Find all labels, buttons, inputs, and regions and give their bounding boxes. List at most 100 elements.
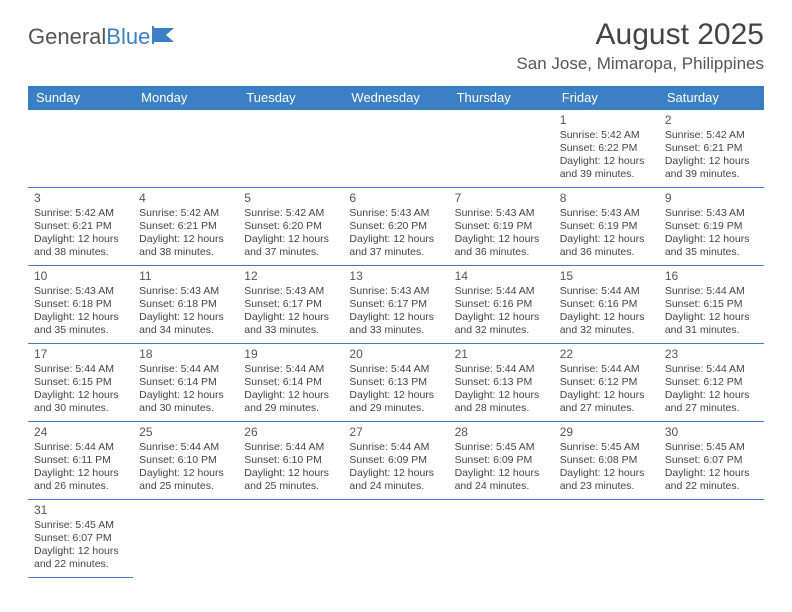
sunrise-text: Sunrise: 5:45 AM — [34, 519, 127, 532]
calendar-cell: 6Sunrise: 5:43 AMSunset: 6:20 PMDaylight… — [343, 188, 448, 266]
sunrise-text: Sunrise: 5:42 AM — [665, 129, 758, 142]
sunset-text: Sunset: 6:13 PM — [349, 376, 442, 389]
calendar-cell: 4Sunrise: 5:42 AMSunset: 6:21 PMDaylight… — [133, 188, 238, 266]
calendar-cell: 5Sunrise: 5:42 AMSunset: 6:20 PMDaylight… — [238, 188, 343, 266]
day-number: 18 — [139, 347, 232, 362]
sunrise-text: Sunrise: 5:44 AM — [560, 363, 653, 376]
calendar-cell: 15Sunrise: 5:44 AMSunset: 6:16 PMDayligh… — [554, 266, 659, 344]
sunrise-text: Sunrise: 5:45 AM — [455, 441, 548, 454]
sunrise-text: Sunrise: 5:44 AM — [244, 363, 337, 376]
sunset-text: Sunset: 6:10 PM — [139, 454, 232, 467]
daylight-text: Daylight: 12 hours and 37 minutes. — [244, 233, 337, 259]
day-number: 6 — [349, 191, 442, 206]
calendar-cell: 12Sunrise: 5:43 AMSunset: 6:17 PMDayligh… — [238, 266, 343, 344]
day-number: 16 — [665, 269, 758, 284]
sunset-text: Sunset: 6:20 PM — [349, 220, 442, 233]
day-number: 15 — [560, 269, 653, 284]
month-title: August 2025 — [516, 18, 764, 52]
calendar-cell: 10Sunrise: 5:43 AMSunset: 6:18 PMDayligh… — [28, 266, 133, 344]
sunset-text: Sunset: 6:14 PM — [244, 376, 337, 389]
day-number: 12 — [244, 269, 337, 284]
calendar-cell: 18Sunrise: 5:44 AMSunset: 6:14 PMDayligh… — [133, 344, 238, 422]
day-number: 14 — [455, 269, 548, 284]
sunset-text: Sunset: 6:11 PM — [34, 454, 127, 467]
sunrise-text: Sunrise: 5:43 AM — [244, 285, 337, 298]
calendar-cell: 3Sunrise: 5:42 AMSunset: 6:21 PMDaylight… — [28, 188, 133, 266]
daylight-text: Daylight: 12 hours and 27 minutes. — [665, 389, 758, 415]
sunset-text: Sunset: 6:09 PM — [455, 454, 548, 467]
calendar-cell: 26Sunrise: 5:44 AMSunset: 6:10 PMDayligh… — [238, 422, 343, 500]
sunrise-text: Sunrise: 5:43 AM — [455, 207, 548, 220]
day-number: 13 — [349, 269, 442, 284]
flag-icon — [152, 24, 176, 50]
calendar-cell: 25Sunrise: 5:44 AMSunset: 6:10 PMDayligh… — [133, 422, 238, 500]
sunset-text: Sunset: 6:21 PM — [665, 142, 758, 155]
calendar-cell — [343, 500, 448, 578]
daylight-text: Daylight: 12 hours and 29 minutes. — [349, 389, 442, 415]
calendar-cell: 30Sunrise: 5:45 AMSunset: 6:07 PMDayligh… — [659, 422, 764, 500]
calendar-cell — [343, 110, 448, 188]
day-number: 23 — [665, 347, 758, 362]
daylight-text: Daylight: 12 hours and 27 minutes. — [560, 389, 653, 415]
calendar-row: 17Sunrise: 5:44 AMSunset: 6:15 PMDayligh… — [28, 344, 764, 422]
daylight-text: Daylight: 12 hours and 25 minutes. — [244, 467, 337, 493]
day-number: 27 — [349, 425, 442, 440]
calendar-cell — [133, 500, 238, 578]
logo-text-general: General — [28, 24, 106, 50]
day-number: 19 — [244, 347, 337, 362]
day-number: 22 — [560, 347, 653, 362]
calendar-cell: 16Sunrise: 5:44 AMSunset: 6:15 PMDayligh… — [659, 266, 764, 344]
sunset-text: Sunset: 6:15 PM — [34, 376, 127, 389]
sunrise-text: Sunrise: 5:44 AM — [244, 441, 337, 454]
day-header: Thursday — [449, 86, 554, 110]
calendar-cell: 17Sunrise: 5:44 AMSunset: 6:15 PMDayligh… — [28, 344, 133, 422]
daylight-text: Daylight: 12 hours and 34 minutes. — [139, 311, 232, 337]
location-subtitle: San Jose, Mimaropa, Philippines — [516, 54, 764, 74]
sunrise-text: Sunrise: 5:43 AM — [349, 207, 442, 220]
calendar-cell — [28, 110, 133, 188]
day-number: 31 — [34, 503, 127, 518]
daylight-text: Daylight: 12 hours and 36 minutes. — [455, 233, 548, 259]
sunrise-text: Sunrise: 5:43 AM — [665, 207, 758, 220]
header: GeneralBlue August 2025 San Jose, Mimaro… — [0, 0, 792, 82]
calendar-cell: 8Sunrise: 5:43 AMSunset: 6:19 PMDaylight… — [554, 188, 659, 266]
daylight-text: Daylight: 12 hours and 33 minutes. — [244, 311, 337, 337]
sunrise-text: Sunrise: 5:44 AM — [455, 363, 548, 376]
sunrise-text: Sunrise: 5:42 AM — [244, 207, 337, 220]
daylight-text: Daylight: 12 hours and 39 minutes. — [560, 155, 653, 181]
sunset-text: Sunset: 6:08 PM — [560, 454, 653, 467]
calendar-cell: 23Sunrise: 5:44 AMSunset: 6:12 PMDayligh… — [659, 344, 764, 422]
sunset-text: Sunset: 6:19 PM — [560, 220, 653, 233]
calendar-cell: 1Sunrise: 5:42 AMSunset: 6:22 PMDaylight… — [554, 110, 659, 188]
sunrise-text: Sunrise: 5:42 AM — [139, 207, 232, 220]
day-number: 7 — [455, 191, 548, 206]
day-number: 10 — [34, 269, 127, 284]
calendar-cell: 28Sunrise: 5:45 AMSunset: 6:09 PMDayligh… — [449, 422, 554, 500]
daylight-text: Daylight: 12 hours and 36 minutes. — [560, 233, 653, 259]
day-header: Saturday — [659, 86, 764, 110]
calendar-cell: 24Sunrise: 5:44 AMSunset: 6:11 PMDayligh… — [28, 422, 133, 500]
day-number: 9 — [665, 191, 758, 206]
day-header: Tuesday — [238, 86, 343, 110]
day-number: 2 — [665, 113, 758, 128]
sunrise-text: Sunrise: 5:44 AM — [455, 285, 548, 298]
sunset-text: Sunset: 6:15 PM — [665, 298, 758, 311]
sunrise-text: Sunrise: 5:44 AM — [34, 441, 127, 454]
calendar-row: 3Sunrise: 5:42 AMSunset: 6:21 PMDaylight… — [28, 188, 764, 266]
sunset-text: Sunset: 6:16 PM — [455, 298, 548, 311]
sunset-text: Sunset: 6:17 PM — [244, 298, 337, 311]
calendar-cell: 14Sunrise: 5:44 AMSunset: 6:16 PMDayligh… — [449, 266, 554, 344]
calendar-row: 24Sunrise: 5:44 AMSunset: 6:11 PMDayligh… — [28, 422, 764, 500]
sunset-text: Sunset: 6:12 PM — [560, 376, 653, 389]
daylight-text: Daylight: 12 hours and 37 minutes. — [349, 233, 442, 259]
calendar-cell — [238, 110, 343, 188]
day-number: 21 — [455, 347, 548, 362]
daylight-text: Daylight: 12 hours and 29 minutes. — [244, 389, 337, 415]
sunrise-text: Sunrise: 5:44 AM — [560, 285, 653, 298]
sunrise-text: Sunrise: 5:44 AM — [349, 441, 442, 454]
sunrise-text: Sunrise: 5:42 AM — [34, 207, 127, 220]
calendar-cell: 22Sunrise: 5:44 AMSunset: 6:12 PMDayligh… — [554, 344, 659, 422]
sunrise-text: Sunrise: 5:44 AM — [139, 363, 232, 376]
daylight-text: Daylight: 12 hours and 23 minutes. — [560, 467, 653, 493]
calendar-row: 31Sunrise: 5:45 AMSunset: 6:07 PMDayligh… — [28, 500, 764, 578]
